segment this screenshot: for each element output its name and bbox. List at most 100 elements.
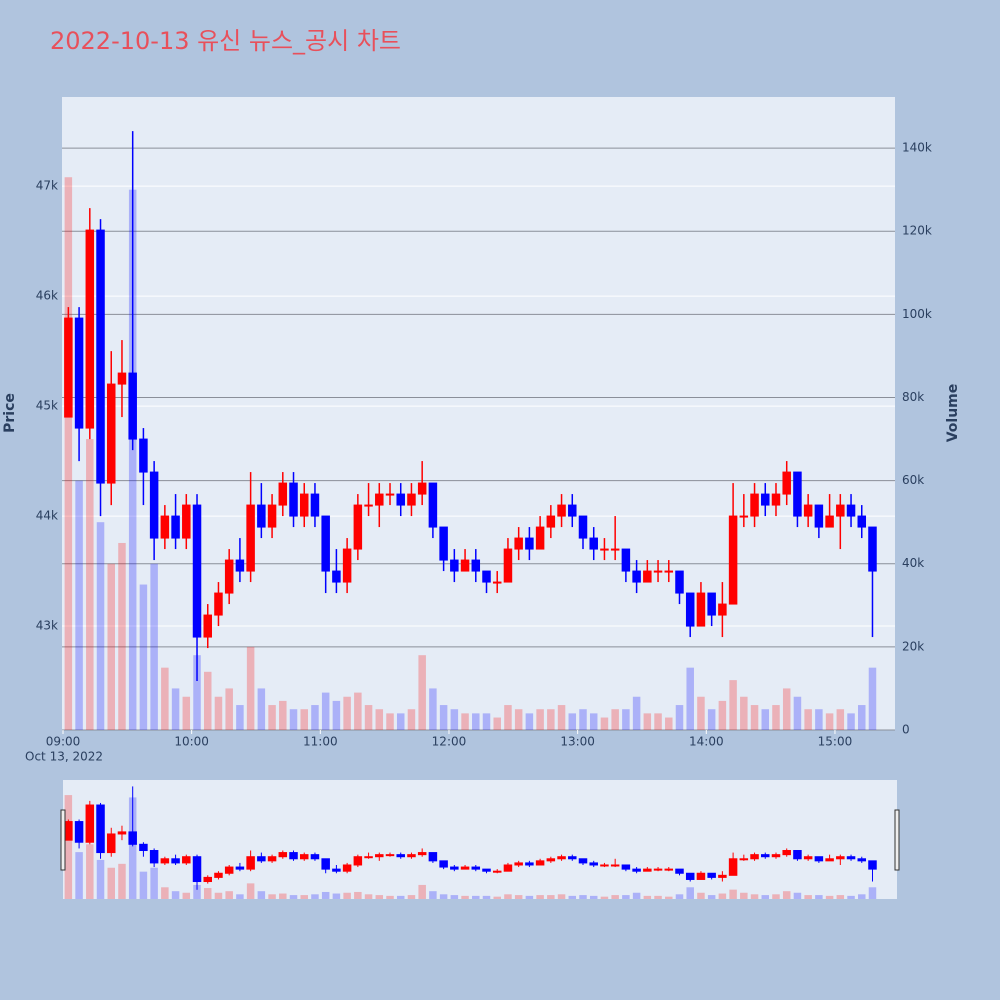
candle-body (439, 526, 448, 561)
candle-body (310, 854, 320, 860)
slider-handle[interactable] (894, 809, 900, 871)
candle-body (664, 868, 674, 871)
candle-body (632, 570, 641, 583)
volume-bar (461, 713, 469, 730)
volume-bar (300, 895, 308, 899)
range-slider[interactable] (63, 780, 897, 899)
candle-body (707, 592, 716, 616)
volume-bar (740, 696, 748, 730)
volume-bar (332, 700, 341, 730)
candle-body (525, 862, 534, 866)
candle-body (364, 856, 373, 859)
volume-bar (472, 713, 480, 730)
candle-body (192, 504, 202, 638)
volume-bar (225, 891, 233, 899)
volume-bar (150, 867, 158, 899)
x-tick-label: 10:00 (174, 735, 209, 749)
candle-body (278, 482, 288, 506)
x-tick-label: 15:00 (818, 735, 853, 749)
x-tick-label: 14:00 (689, 735, 724, 749)
candle-body (728, 858, 738, 876)
volume-bar (118, 863, 126, 899)
candle-body (182, 856, 191, 864)
y2-tick-label: 120k (902, 224, 932, 238)
volume-bar (289, 895, 298, 899)
candle-body (578, 858, 588, 864)
candle-body (600, 864, 609, 867)
volume-bar (246, 646, 255, 730)
volume-bar (772, 705, 780, 730)
candle-body (836, 856, 845, 860)
volume-bar (375, 895, 384, 899)
candle-body (707, 872, 716, 878)
volume-bar (536, 709, 544, 730)
candle-body (224, 866, 234, 874)
candle-body (825, 515, 834, 528)
volume-bar (697, 696, 705, 730)
volume-bar (461, 895, 469, 899)
x-axis-date: Oct 13, 2022 (25, 750, 103, 764)
candle-body (439, 860, 448, 868)
volume-bar (407, 895, 416, 899)
candle-body (685, 592, 695, 627)
volume-bar (236, 705, 244, 730)
volume-bar (418, 884, 426, 899)
volume-bar (750, 894, 759, 899)
candle-body (160, 858, 170, 864)
candle-body (482, 570, 491, 583)
candle-body (396, 493, 405, 506)
volume-bar (193, 655, 201, 730)
volume-bar (547, 895, 555, 899)
volume-bar (171, 891, 180, 899)
candle-body (568, 856, 577, 860)
volume-bar (289, 709, 298, 730)
candle-body (364, 504, 373, 507)
candle-body (557, 856, 566, 860)
volume-bar (675, 705, 684, 730)
volume-bar (139, 871, 148, 899)
volume-bar (171, 688, 180, 730)
candle-body (342, 864, 352, 872)
candle-body (299, 493, 309, 517)
candle-body (96, 229, 105, 484)
volume-bar (836, 895, 845, 899)
y2-tick-label: 100k (902, 307, 932, 321)
candle-body (514, 537, 523, 550)
volume-bar (707, 895, 716, 899)
volume-bar (354, 692, 362, 730)
volume-bar (815, 895, 823, 899)
candle-body (857, 858, 867, 862)
slider-handle[interactable] (60, 809, 66, 871)
candle-body (589, 537, 598, 550)
x-tick-label: 12:00 (432, 735, 467, 749)
candle-body (310, 493, 320, 517)
candle-body (643, 868, 652, 872)
volume-bar (525, 713, 534, 730)
candle-body (546, 515, 556, 528)
candle-body (321, 515, 330, 572)
y2-tick-label: 40k (902, 556, 924, 570)
candle-body (868, 860, 877, 870)
candle-body (246, 504, 255, 572)
candle-body (696, 592, 706, 627)
slider-plot (64, 786, 877, 899)
volume-bar (86, 844, 94, 899)
volume-bar (246, 883, 255, 899)
chart-title: 2022-10-13 유신 뉴스_공시 차트 (50, 27, 401, 55)
candle-body (739, 515, 749, 518)
candle-body (353, 504, 363, 550)
candle-body (621, 548, 631, 572)
candle-body (64, 821, 73, 841)
candle-body (407, 493, 416, 506)
candle-body (460, 559, 470, 572)
candle-body (385, 493, 395, 496)
y2-tick-label: 80k (902, 390, 924, 404)
candle-body (203, 614, 212, 638)
volume-bar (311, 894, 319, 899)
candle-body (482, 868, 491, 872)
volume-bar (557, 705, 566, 730)
volume-bar (815, 709, 823, 730)
volume-bar (300, 709, 308, 730)
candle-body (224, 559, 234, 594)
candle-body (600, 548, 609, 551)
